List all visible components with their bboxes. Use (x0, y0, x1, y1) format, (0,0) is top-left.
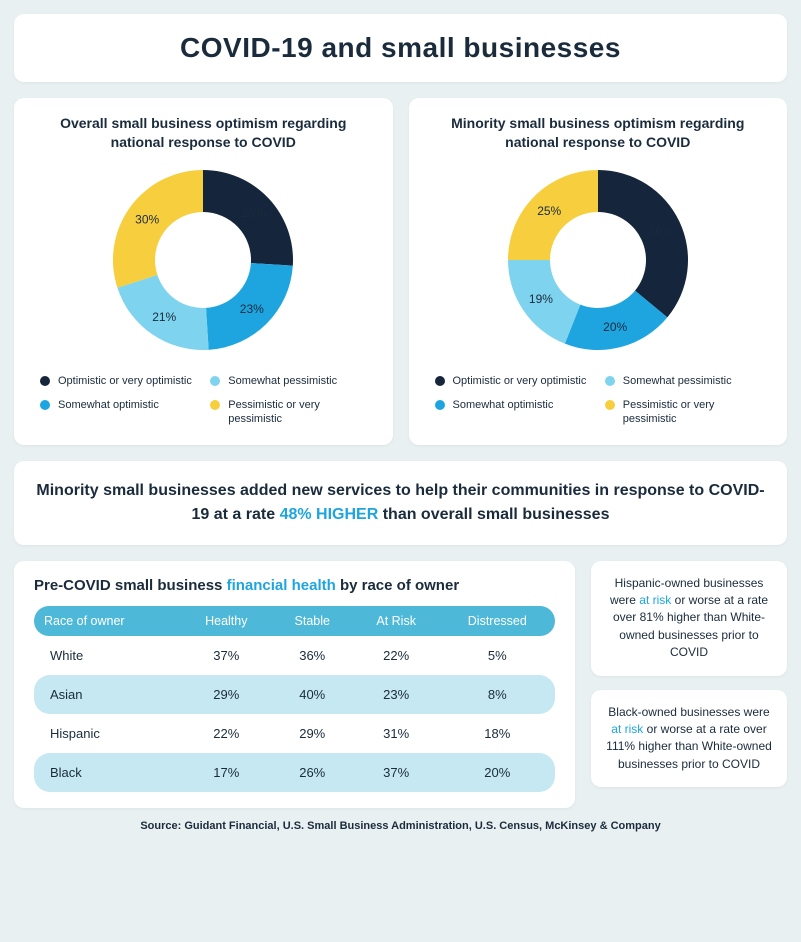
legend-label: Pessimistic or very pessimistic (228, 398, 366, 427)
legend-swatch (210, 400, 220, 410)
table-cell: 20% (440, 753, 555, 792)
table-cell: 29% (181, 675, 272, 714)
table-cell: 29% (272, 714, 353, 753)
callout-highlight: 48% HIGHER (280, 506, 379, 523)
table-header-cell: Stable (272, 606, 353, 636)
legend-item: Pessimistic or very pessimistic (210, 398, 366, 427)
donut-svg: 36% 20% 19% 25% (498, 160, 698, 360)
donut-slice (598, 170, 688, 317)
donut-slice-label: 30% (135, 212, 159, 226)
source-text: Source: Guidant Financial, U.S. Small Bu… (14, 820, 787, 832)
legend-item: Optimistic or very optimistic (435, 374, 591, 388)
table-cell: 37% (353, 753, 440, 792)
table-cell: Hispanic (34, 714, 181, 753)
donut-slice-label: 25% (537, 204, 561, 218)
table-cell: 18% (440, 714, 555, 753)
page-title: COVID-19 and small businesses (36, 32, 765, 64)
data-table: Race of ownerHealthyStableAt RiskDistres… (34, 606, 555, 792)
table-cell: 37% (181, 636, 272, 675)
table-header-row: Race of ownerHealthyStableAt RiskDistres… (34, 606, 555, 636)
legend-label: Optimistic or very optimistic (58, 374, 192, 388)
table-cell: 36% (272, 636, 353, 675)
donut-card-overall: Overall small business optimism regardin… (14, 98, 393, 445)
table-cell: Asian (34, 675, 181, 714)
legend-swatch (435, 376, 445, 386)
table-title: Pre-COVID small business financial healt… (34, 577, 555, 594)
table-cell: 26% (272, 753, 353, 792)
table-card: Pre-COVID small business financial healt… (14, 561, 575, 808)
bottom-row: Pre-COVID small business financial healt… (14, 561, 787, 808)
legend-item: Optimistic or very optimistic (40, 374, 196, 388)
side-cards: Hispanic-owned businesses were at risk o… (591, 561, 787, 808)
table-row: White37%36%22%5% (34, 636, 555, 675)
legend-item: Somewhat pessimistic (210, 374, 366, 388)
legend-swatch (605, 376, 615, 386)
legend-label: Somewhat pessimistic (228, 374, 337, 388)
legend-label: Somewhat optimistic (453, 398, 554, 412)
table-body: White37%36%22%5%Asian29%40%23%8%Hispanic… (34, 636, 555, 792)
donut-row: Overall small business optimism regardin… (14, 98, 787, 445)
legend-label: Somewhat optimistic (58, 398, 159, 412)
legend-item: Pessimistic or very pessimistic (605, 398, 761, 427)
legend-swatch (210, 376, 220, 386)
legend-label: Optimistic or very optimistic (453, 374, 587, 388)
table-cell: White (34, 636, 181, 675)
table-header-cell: Race of owner (34, 606, 181, 636)
legend-swatch (435, 400, 445, 410)
legend-item: Somewhat optimistic (40, 398, 196, 427)
donut-legend: Optimistic or very optimistic Somewhat pe… (429, 374, 768, 427)
table-header-cell: At Risk (353, 606, 440, 636)
table-cell: 5% (440, 636, 555, 675)
donut-slice-label: 20% (603, 320, 627, 334)
donut-title: Overall small business optimism regardin… (34, 114, 373, 152)
risk-highlight: at risk (611, 722, 643, 736)
legend-label: Somewhat pessimistic (623, 374, 732, 388)
table-cell: 17% (181, 753, 272, 792)
donut-chart: 36% 20% 19% 25% (429, 160, 768, 360)
donut-slice-label: 36% (648, 223, 672, 237)
table-cell: 8% (440, 675, 555, 714)
callout-card: Minority small businesses added new serv… (14, 461, 787, 545)
table-row: Black17%26%37%20% (34, 753, 555, 792)
donut-slice-label: 21% (152, 310, 176, 324)
table-row: Asian29%40%23%8% (34, 675, 555, 714)
donut-slice-label: 26% (242, 206, 266, 220)
table-cell: Black (34, 753, 181, 792)
risk-highlight: at risk (639, 593, 671, 607)
legend-swatch (40, 376, 50, 386)
legend-swatch (605, 400, 615, 410)
donut-svg: 26% 23% 21% 30% (103, 160, 303, 360)
donut-legend: Optimistic or very optimistic Somewhat pe… (34, 374, 373, 427)
table-cell: 22% (181, 714, 272, 753)
title-card: COVID-19 and small businesses (14, 14, 787, 82)
callout-text-post: than overall small businesses (378, 506, 609, 523)
donut-slice-label: 19% (529, 292, 553, 306)
table-header-cell: Distressed (440, 606, 555, 636)
legend-swatch (40, 400, 50, 410)
donut-title: Minority small business optimism regardi… (429, 114, 768, 152)
stat-card: Hispanic-owned businesses were at risk o… (591, 561, 787, 676)
stat-card: Black-owned businesses were at risk or w… (591, 690, 787, 788)
legend-item: Somewhat optimistic (435, 398, 591, 427)
table-cell: 40% (272, 675, 353, 714)
table-header-cell: Healthy (181, 606, 272, 636)
donut-slice (113, 170, 203, 288)
table-cell: 22% (353, 636, 440, 675)
table-row: Hispanic22%29%31%18% (34, 714, 555, 753)
legend-label: Pessimistic or very pessimistic (623, 398, 761, 427)
donut-card-minority: Minority small business optimism regardi… (409, 98, 788, 445)
table-cell: 31% (353, 714, 440, 753)
table-cell: 23% (353, 675, 440, 714)
legend-item: Somewhat pessimistic (605, 374, 761, 388)
donut-slice-label: 23% (240, 302, 264, 316)
donut-chart: 26% 23% 21% 30% (34, 160, 373, 360)
